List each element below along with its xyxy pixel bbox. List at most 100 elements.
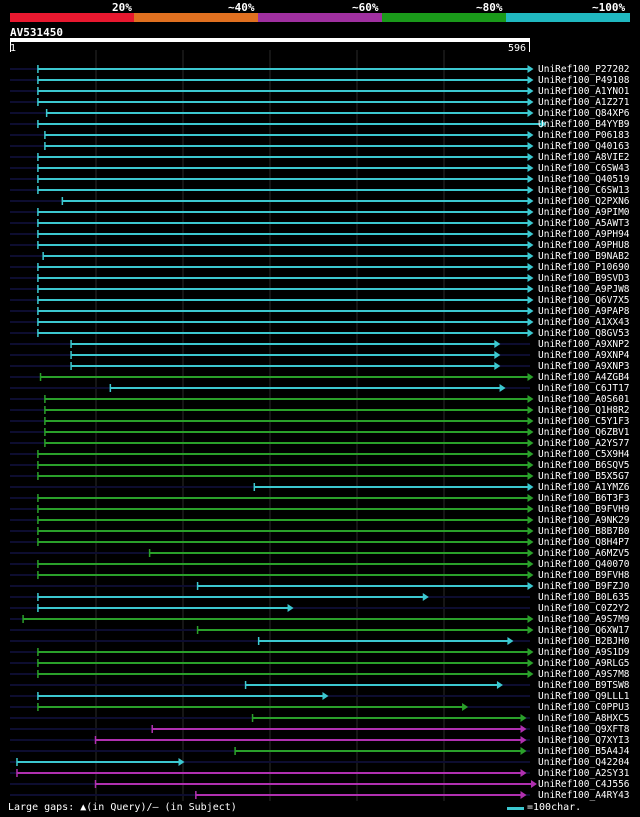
hit-label[interactable]: UniRef100_Q8H4P7	[538, 537, 630, 548]
legend-label-80: ~80%	[476, 1, 503, 14]
hit-arrow-icon	[527, 208, 534, 216]
hit-arrow-icon	[527, 626, 534, 634]
hit-arrow-icon	[507, 637, 514, 645]
hit-label[interactable]: UniRef100_A9PJW8	[538, 284, 630, 295]
hit-arrow-icon	[530, 780, 537, 788]
hit-label[interactable]: UniRef100_Q9XFT8	[538, 724, 630, 735]
hit-label[interactable]: UniRef100_A9PIM0	[538, 207, 630, 218]
hit-label[interactable]: UniRef100_B9NAB2	[538, 251, 630, 262]
hit-label[interactable]: UniRef100_B9FZJ0	[538, 581, 630, 592]
hit-label[interactable]: UniRef100_C4J556	[538, 779, 630, 790]
legend-label-60: ~60%	[352, 1, 379, 14]
hit-arrow-icon	[540, 120, 547, 128]
hit-label[interactable]: UniRef100_A1YNO1	[538, 86, 630, 97]
hit-label[interactable]: UniRef100_Q6XW17	[538, 625, 630, 636]
hit-label[interactable]: UniRef100_A2SY31	[538, 768, 630, 779]
hit-label[interactable]: UniRef100_B2BJH0	[538, 636, 630, 647]
hit-arrow-icon	[527, 164, 534, 172]
hit-arrow-icon	[496, 681, 503, 689]
hit-label[interactable]: UniRef100_B4YYB9	[538, 119, 630, 130]
hit-label[interactable]: UniRef100_A9RLG5	[538, 658, 630, 669]
hit-arrow-icon	[527, 76, 534, 84]
hit-label[interactable]: UniRef100_P49108	[538, 75, 630, 86]
legend-label-20: 20%	[112, 1, 132, 14]
hit-label[interactable]: UniRef100_Q40070	[538, 559, 630, 570]
hit-label[interactable]: UniRef100_B5A4J4	[538, 746, 630, 757]
hit-label[interactable]: UniRef100_A5AWT3	[538, 218, 630, 229]
hit-arrow-icon	[527, 142, 534, 150]
hit-label[interactable]: UniRef100_C5X9H4	[538, 449, 630, 460]
legend-segment-60	[258, 13, 382, 22]
hit-arrow-icon	[527, 472, 534, 480]
hit-label[interactable]: UniRef100_B9SVD3	[538, 273, 630, 284]
hit-label[interactable]: UniRef100_A9XNP2	[538, 339, 630, 350]
hit-label[interactable]: UniRef100_C0PPU3	[538, 702, 630, 713]
hit-arrow-icon	[527, 582, 534, 590]
hit-label[interactable]: UniRef100_Q9LLL1	[538, 691, 630, 702]
hit-arrow-icon	[527, 538, 534, 546]
hit-label[interactable]: UniRef100_Q2PXN6	[538, 196, 630, 207]
hit-label[interactable]: UniRef100_B8B7B0	[538, 526, 630, 537]
hit-label[interactable]: UniRef100_A1YMZ6	[538, 482, 630, 493]
hit-label[interactable]: UniRef100_Q8GV53	[538, 328, 630, 339]
hit-label[interactable]: UniRef100_C6SW43	[538, 163, 630, 174]
legend-segment-40	[134, 13, 258, 22]
hit-label[interactable]: UniRef100_A2YS77	[538, 438, 630, 449]
identity-color-legend	[10, 13, 630, 22]
hit-label[interactable]: UniRef100_A9S1D9	[538, 647, 630, 658]
hit-label[interactable]: UniRef100_A6MZV5	[538, 548, 630, 559]
hit-label[interactable]: UniRef100_A8HXC5	[538, 713, 630, 724]
hit-label[interactable]: UniRef100_Q84XP6	[538, 108, 630, 119]
hit-arrow-icon	[527, 87, 534, 95]
hit-label[interactable]: UniRef100_A1Z271	[538, 97, 630, 108]
hit-arrow-icon	[494, 340, 501, 348]
hit-arrow-icon	[527, 296, 534, 304]
hit-label[interactable]: UniRef100_A9PAP8	[538, 306, 630, 317]
hit-label[interactable]: UniRef100_A4ZGB4	[538, 372, 630, 383]
hit-label[interactable]: UniRef100_Q40519	[538, 174, 630, 185]
hit-label[interactable]: UniRef100_A9XNP3	[538, 361, 630, 372]
hit-label[interactable]: UniRef100_A9PHU8	[538, 240, 630, 251]
hit-arrow-icon	[527, 417, 534, 425]
hit-label[interactable]: UniRef100_A1XX43	[538, 317, 630, 328]
hit-label[interactable]: UniRef100_A9XNP4	[538, 350, 630, 361]
hit-label[interactable]: UniRef100_Q6ZBV1	[538, 427, 630, 438]
hit-label[interactable]: UniRef100_B5X5G7	[538, 471, 630, 482]
hit-label[interactable]: UniRef100_Q7XYI3	[538, 735, 630, 746]
hit-arrow-icon	[527, 131, 534, 139]
hit-label[interactable]: UniRef100_P10690	[538, 262, 630, 273]
hit-label[interactable]: UniRef100_P06183	[538, 130, 630, 141]
hit-label[interactable]: UniRef100_A9PH94	[538, 229, 630, 240]
hit-arrow-icon	[527, 483, 534, 491]
scale-bar	[507, 807, 524, 810]
hit-label[interactable]: UniRef100_A0S601	[538, 394, 630, 405]
hit-label[interactable]: UniRef100_A8VIE2	[538, 152, 630, 163]
hit-arrow-icon	[527, 450, 534, 458]
hit-label[interactable]: UniRef100_B6SQV5	[538, 460, 630, 471]
hit-label[interactable]: UniRef100_P27202	[538, 64, 630, 75]
hit-label[interactable]: UniRef100_Q42204	[538, 757, 630, 768]
hit-arrow-icon	[527, 428, 534, 436]
hit-label[interactable]: UniRef100_Q6V7X5	[538, 295, 630, 306]
hit-label[interactable]: UniRef100_Q1H8R2	[538, 405, 630, 416]
hit-label[interactable]: UniRef100_B9FVH8	[538, 570, 630, 581]
hit-label[interactable]: UniRef100_C0Z2Y2	[538, 603, 630, 614]
hit-arrow-icon	[527, 571, 534, 579]
hit-label[interactable]: UniRef100_A9S7M8	[538, 669, 630, 680]
hit-arrow-icon	[527, 241, 534, 249]
hit-label[interactable]: UniRef100_Q40163	[538, 141, 630, 152]
hit-arrow-icon	[527, 439, 534, 447]
hit-label[interactable]: UniRef100_B0L635	[538, 592, 630, 603]
hit-label[interactable]: UniRef100_A4RY43	[538, 790, 630, 801]
hit-label[interactable]: UniRef100_A9NK29	[538, 515, 630, 526]
hit-label[interactable]: UniRef100_B9FVH9	[538, 504, 630, 515]
hit-label[interactable]: UniRef100_A9S7M9	[538, 614, 630, 625]
hit-label[interactable]: UniRef100_C5Y1F3	[538, 416, 630, 427]
hit-label[interactable]: UniRef100_B9TSW8	[538, 680, 630, 691]
hit-label[interactable]: UniRef100_C6JT17	[538, 383, 630, 394]
hit-arrow-icon	[527, 560, 534, 568]
hit-label[interactable]: UniRef100_B6T3F3	[538, 493, 630, 504]
ruler-tick-end	[529, 42, 530, 52]
hit-label[interactable]: UniRef100_C6SW13	[538, 185, 630, 196]
hit-arrow-icon	[527, 406, 534, 414]
